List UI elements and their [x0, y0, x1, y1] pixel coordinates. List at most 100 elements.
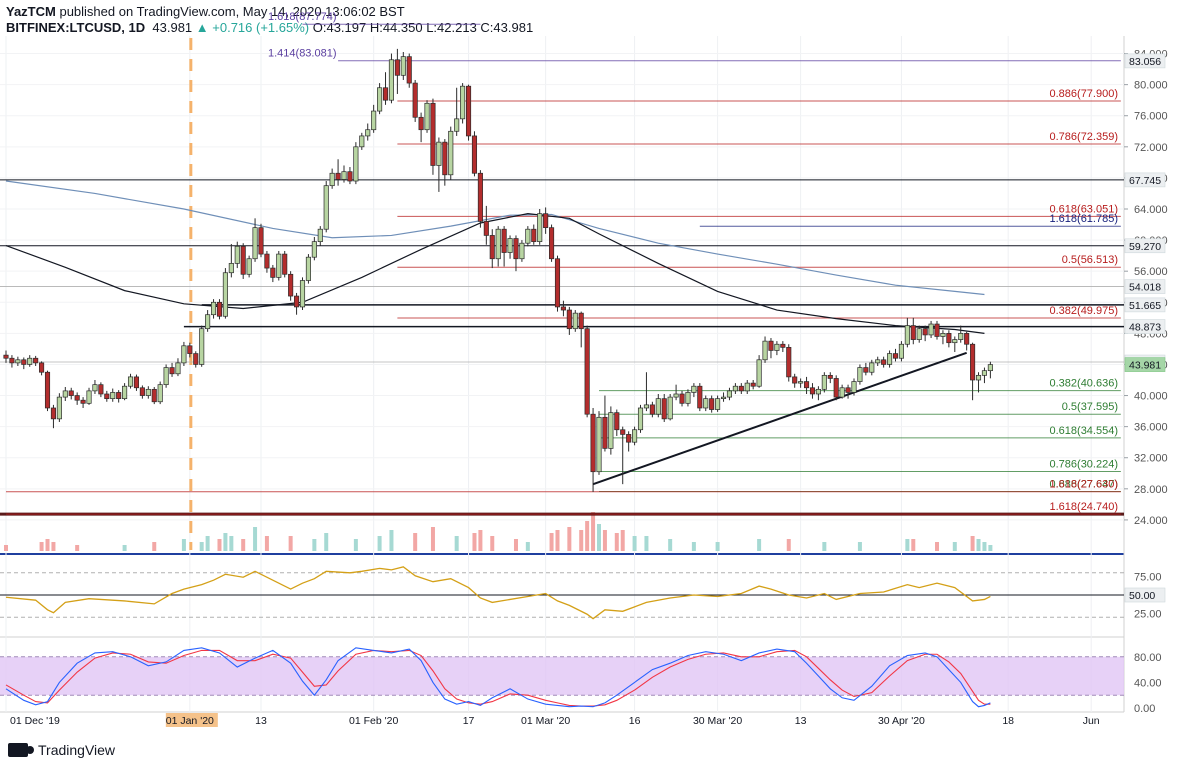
stoch-tick-label: 0.00: [1134, 703, 1155, 715]
candle-body: [940, 333, 946, 337]
rsi-label-text: 50.00: [1129, 590, 1155, 602]
fib-level-label: 0.5(56.513): [1062, 254, 1118, 266]
candle-body: [560, 306, 566, 311]
fib-level-label: 0.382(40.636): [1050, 378, 1119, 390]
volume-bar: [567, 527, 572, 551]
candle-body: [145, 388, 151, 396]
price-tick-label: 32.000: [1134, 453, 1168, 465]
candle-body: [98, 384, 104, 395]
fib-level-label: 0.618(34.554): [1050, 425, 1119, 437]
candle-body: [353, 146, 359, 182]
candle-body: [744, 382, 750, 392]
candle-body: [792, 376, 798, 384]
candle-body: [513, 238, 519, 260]
candle-body: [958, 333, 964, 340]
candle-body: [685, 392, 691, 404]
candle-body: [216, 301, 223, 317]
candle-body: [412, 82, 418, 118]
x-axis-label: 01 Jan '20: [166, 715, 214, 727]
fib-level-label: 0.886(77.900): [1050, 88, 1119, 100]
candle-body: [246, 258, 252, 275]
candle-body: [471, 135, 478, 174]
volume-bar: [39, 542, 44, 551]
tradingview-icon: [8, 743, 34, 757]
volume-bar: [152, 542, 157, 551]
x-axis-label: 30 Mar '20: [693, 715, 742, 727]
candle-body: [430, 102, 436, 166]
candle-body: [596, 416, 602, 473]
price-label-text: 67.745: [1129, 175, 1161, 187]
candle-body: [543, 213, 549, 229]
price-tick-label: 28.000: [1134, 484, 1168, 496]
candle-body: [691, 385, 697, 393]
candle-body: [887, 353, 893, 365]
price-label-box: [1124, 238, 1166, 254]
volume-bar: [602, 530, 607, 551]
candle-body: [566, 309, 572, 330]
rsi-tick-label: 75.00: [1134, 572, 1162, 584]
candle-body: [240, 245, 246, 275]
candle-body: [703, 398, 709, 409]
candle-body: [590, 413, 596, 473]
volume-bar: [988, 545, 993, 551]
x-axis-label: Jun: [1083, 715, 1100, 727]
stoch-tick-label: 80.00: [1134, 652, 1162, 664]
volume-bar: [377, 536, 382, 551]
candle-body: [964, 333, 970, 345]
candle-body: [975, 374, 982, 381]
volume-bar: [223, 533, 228, 551]
candle-body: [347, 171, 353, 182]
x-axis-label: 01 Feb '20: [349, 715, 398, 727]
candle-body: [205, 314, 211, 330]
candle-body: [116, 392, 122, 400]
candle-body: [15, 359, 21, 364]
fib-level-label: 1.618(87.774): [268, 11, 337, 23]
candle-body: [122, 385, 128, 400]
candle-body: [382, 87, 389, 101]
volume-bar: [691, 542, 696, 551]
candle-body: [406, 56, 412, 84]
volume-bar: [786, 539, 791, 551]
candle-body: [27, 357, 33, 365]
x-axis-highlight-box: [165, 713, 218, 727]
fib-level-label: 0.786(72.359): [1050, 131, 1119, 143]
candle-body: [335, 172, 341, 180]
candle-body: [762, 340, 768, 361]
rsi-tick-label: 25.00: [1134, 609, 1162, 621]
candle-body: [3, 354, 9, 359]
volume-bar: [45, 539, 50, 551]
volume-bar: [312, 539, 317, 551]
candle-body: [934, 323, 940, 337]
volume-bar: [478, 530, 483, 551]
fib-level-label: 0.886(27.647): [1050, 479, 1119, 491]
candle-body: [323, 185, 329, 230]
volume-bar: [253, 527, 258, 551]
candle-body: [39, 362, 45, 373]
candle-body: [305, 256, 311, 281]
candle-body: [92, 384, 98, 392]
volume-bar: [525, 542, 530, 551]
candle-body: [222, 272, 228, 317]
price-label-text: 51.665: [1129, 300, 1161, 312]
candle-body: [199, 328, 205, 365]
price-label-box: [1124, 297, 1166, 313]
stoch-k-line: [5, 647, 991, 708]
candle-body: [732, 385, 738, 392]
candle-body: [608, 412, 614, 449]
price-tick-label: 40.000: [1134, 391, 1168, 403]
candle-body: [875, 359, 881, 364]
fib-level-label: 1.618(24.740): [1050, 501, 1119, 513]
candle-body: [424, 102, 430, 131]
volume-bar: [591, 512, 596, 551]
candle-body: [904, 325, 910, 345]
volume-bar: [389, 530, 394, 551]
candle-body: [477, 172, 483, 222]
volume-bar: [229, 536, 234, 551]
candle-body: [228, 263, 234, 274]
candle-body: [359, 135, 365, 148]
candle-body: [448, 130, 454, 176]
volume-bar: [644, 536, 649, 551]
price-label-text: 83.056: [1129, 56, 1161, 68]
candle-body: [211, 301, 217, 316]
